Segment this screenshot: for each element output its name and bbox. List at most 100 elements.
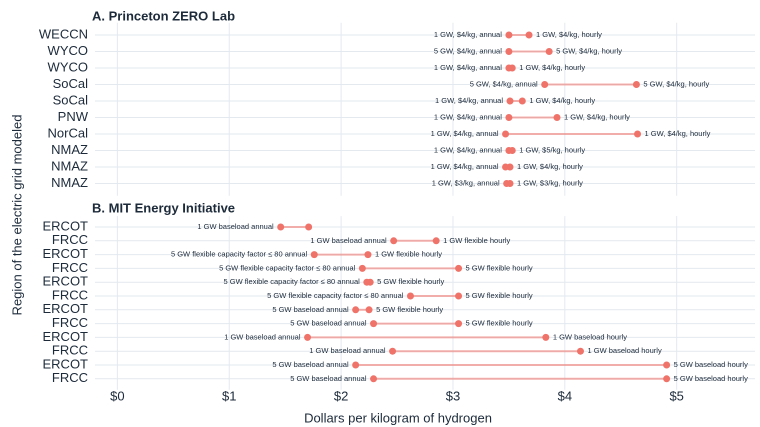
start-dot [310,251,318,259]
end-label: 5 GW, $4/kg, hourly [556,46,622,55]
category-label: NMAZ [51,158,88,173]
category-label: SoCal [53,92,89,107]
end-dot [525,31,533,39]
end-label: 1 GW baseload hourly [553,332,627,341]
end-label: 5 GW, $4/kg, hourly [643,79,709,88]
start-label: 1 GW, $3/kg, annual [432,178,500,187]
category-label: ERCOT [43,246,89,261]
end-label: 5 GW flexible hourly [466,291,533,300]
end-dot [553,114,561,121]
end-dot [632,81,640,88]
start-dot [304,333,312,341]
start-dot [370,320,378,328]
start-label: 1 GW, $4/kg, annual [434,63,502,72]
start-label: 5 GW baseload annual [272,305,349,314]
start-label: 5 GW, $4/kg, annual [434,46,502,55]
x-tick-label: $0 [110,388,124,403]
end-label: 5 GW baseload hourly [674,360,748,369]
start-dot [352,306,360,314]
start-dot [506,97,514,105]
start-label: 1 GW, $4/kg, annual [435,96,503,105]
end-dot [506,163,514,171]
end-dot [508,64,516,72]
end-label: 1 GW, $4/kg, hourly [645,129,711,138]
end-dot [506,180,514,187]
start-label: 1 GW, $4/kg, annual [431,129,499,138]
start-dot [358,264,366,272]
start-label: 1 GW baseload annual [310,236,387,245]
start-label: 5 GW baseload annual [290,319,367,328]
panel-title: B. MIT Energy Initiative [92,200,235,215]
end-dot [576,347,584,355]
end-dot [366,278,374,286]
start-label: 5 GW baseload annual [272,360,349,369]
start-label: 5 GW flexible capacity factor ≤ 80 annua… [171,250,308,259]
end-label: 1 GW, $5/kg, hourly [519,145,585,154]
start-label: 1 GW, $4/kg, annual [431,162,499,171]
x-tick-label: $1 [222,388,236,403]
end-dot [518,97,526,105]
end-label: 1 GW, $4/kg, hourly [536,30,602,39]
category-label: FRCC [52,260,88,275]
end-dot [455,292,463,300]
end-dot [305,223,313,231]
start-label: 5 GW baseload annual [290,374,367,383]
category-label: ERCOT [43,218,89,233]
end-dot [634,130,642,138]
start-dot [277,223,285,231]
category-label: NMAZ [51,175,88,190]
category-label: FRCC [52,315,88,330]
category-label: ERCOT [43,301,89,316]
x-axis-label: Dollars per kilogram of hydrogen [304,410,492,425]
start-dot [541,81,549,88]
end-dot [432,237,440,245]
category-label: WECCN [39,26,88,41]
start-dot [390,237,398,245]
end-dot [663,361,671,369]
category-label: PNW [58,109,89,124]
end-label: 1 GW, $4/kg, hourly [529,96,595,105]
end-label: 5 GW flexible hourly [466,319,533,328]
start-label: 5 GW flexible capacity factor ≤ 80 annua… [267,291,404,300]
start-label: 5 GW, $4/kg, annual [470,79,538,88]
end-dot [365,306,373,314]
category-label: ERCOT [43,274,89,289]
y-axis-label: Region of the electric grid modeled [9,115,24,316]
category-label: NMAZ [51,142,88,157]
end-dot [455,320,463,328]
start-dot [502,130,510,138]
start-label: 1 GW, $4/kg, annual [434,30,502,39]
end-dot [545,48,553,55]
start-dot [406,292,414,300]
end-label: 1 GW flexible hourly [443,236,510,245]
start-label: 5 GW flexible capacity factor ≤ 80 annua… [224,277,361,286]
start-label: 1 GW baseload annual [224,332,301,341]
start-dot [505,31,513,39]
start-label: 5 GW flexible capacity factor ≤ 80 annua… [219,263,356,272]
start-label: 1 GW, $4/kg, annual [434,112,502,121]
end-dot [542,333,550,341]
end-label: 1 GW, $3/kg, hourly [517,178,583,187]
x-tick-label: $5 [669,388,683,403]
category-label: WYCO [48,43,88,58]
end-dot [364,251,372,259]
start-label: 1 GW baseload annual [309,346,386,355]
category-label: FRCC [52,232,88,247]
category-label: WYCO [48,59,88,74]
panel-title: A. Princeton ZERO Lab [92,8,235,23]
category-label: FRCC [52,343,88,358]
category-label: FRCC [52,287,88,302]
start-dot [352,361,360,369]
category-label: NorCal [48,125,89,140]
end-label: 5 GW flexible hourly [466,263,533,272]
end-label: 1 GW, $4/kg, hourly [517,162,583,171]
end-label: 1 GW, $4/kg, hourly [519,63,585,72]
category-label: SoCal [53,76,89,91]
end-label: 1 GW baseload hourly [587,346,661,355]
end-dot [455,264,463,272]
x-tick-label: $4 [558,388,572,403]
start-dot [505,48,513,55]
end-label: 5 GW baseload hourly [674,374,748,383]
x-tick-label: $3 [446,388,460,403]
